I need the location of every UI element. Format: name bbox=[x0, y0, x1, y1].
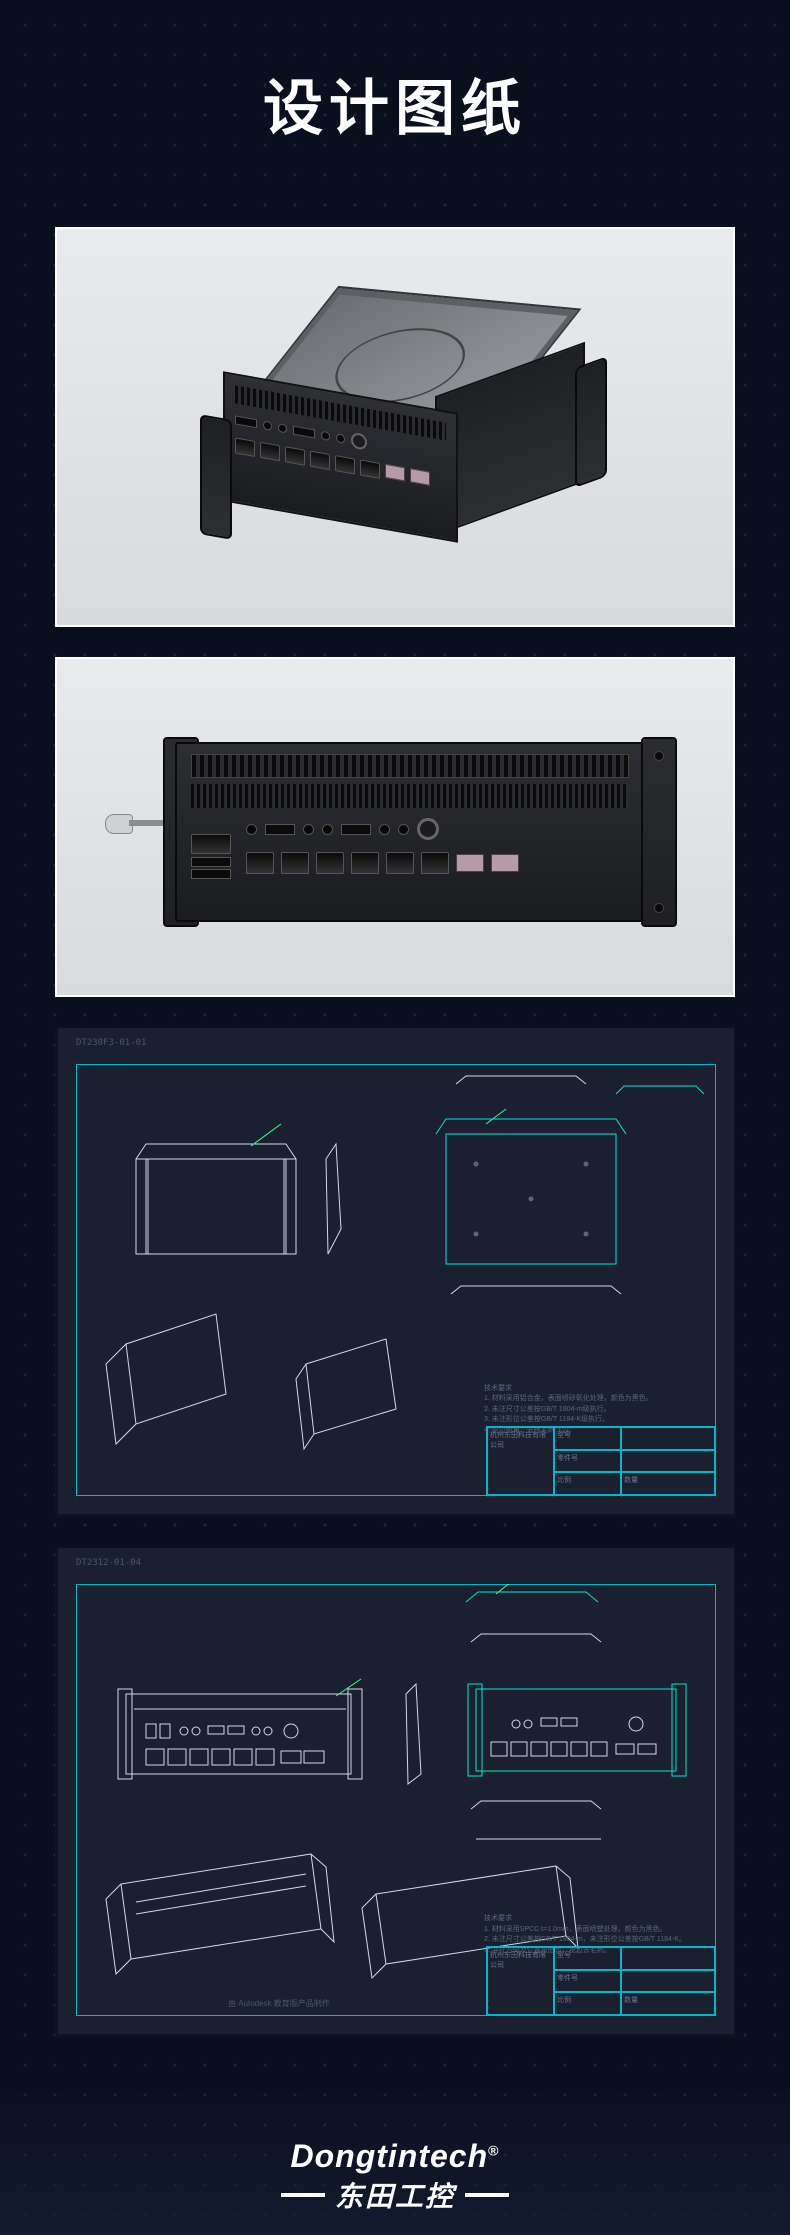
cad-notes-heading: 技术要求 bbox=[484, 1914, 704, 1925]
tb-company: 杭州东田科技有限公司 bbox=[487, 1947, 554, 2015]
cad-tab-label: DT230F3-01-01 bbox=[76, 1038, 146, 1048]
rj45-port bbox=[360, 459, 380, 479]
usb-port bbox=[265, 824, 295, 835]
usb-port bbox=[235, 415, 257, 428]
render-panel-isometric bbox=[55, 227, 735, 627]
rj45-port bbox=[235, 437, 255, 457]
top-rail bbox=[191, 754, 629, 778]
rj45-port bbox=[335, 455, 355, 475]
tb-cell: 型号 bbox=[554, 1947, 621, 1970]
device-front-view bbox=[105, 722, 685, 942]
device-front-body bbox=[175, 742, 645, 922]
cad-note-line: 1. 材料采用SPCC t=1.0mm，表面喷塑处理，颜色为黑色。 bbox=[484, 1925, 704, 1936]
usb-port bbox=[341, 824, 371, 835]
usb-port bbox=[191, 869, 231, 879]
usb-port bbox=[293, 425, 315, 438]
tb-cell: 数量 bbox=[621, 1992, 715, 2015]
rj45-port bbox=[260, 442, 280, 462]
mount-ear-right bbox=[575, 356, 607, 488]
audio-jack bbox=[263, 420, 272, 431]
render-panel-front bbox=[55, 657, 735, 997]
mount-ear-right bbox=[641, 737, 677, 927]
audio-jack bbox=[336, 433, 345, 444]
audio-jack bbox=[379, 824, 390, 835]
page-title: 设计图纸 bbox=[0, 0, 790, 197]
device-isometric bbox=[185, 287, 605, 547]
tb-cell: 型号 bbox=[554, 1427, 621, 1450]
tb-cell: 数量 bbox=[621, 1472, 715, 1495]
cad-title-block: 型号 杭州东田科技有限公司 零件号 比例 数量 bbox=[486, 1426, 716, 1496]
audio-jack bbox=[322, 824, 333, 835]
audio-jack bbox=[321, 430, 330, 441]
rj45-port bbox=[386, 852, 414, 874]
cad-note-line: 2. 未注尺寸公差按GB/T 1804-m，未注形位公差按GB/T 1184-K… bbox=[484, 1935, 704, 1946]
rj45-port bbox=[281, 852, 309, 874]
tb-cell: 零件号 bbox=[554, 1450, 621, 1473]
mount-ear-left bbox=[200, 414, 232, 540]
rj45-port bbox=[310, 451, 330, 471]
logo-main-text: Dongtintech® bbox=[291, 2138, 500, 2175]
usb-port bbox=[191, 857, 231, 867]
audio-jack bbox=[246, 824, 257, 835]
cad-tab-label: DT2312-01-04 bbox=[76, 1558, 141, 1568]
power-button-icon bbox=[351, 432, 367, 451]
cad-notes-heading: 技术要求 bbox=[484, 1384, 704, 1395]
tb-cell: 零件号 bbox=[554, 1970, 621, 1993]
rj45-port bbox=[246, 852, 274, 874]
logo-sub-text: 东田工控 bbox=[281, 2175, 509, 2215]
rj45-port bbox=[351, 852, 379, 874]
cad-watermark: 由 Autodesk 教育版产品制作 bbox=[228, 1998, 330, 2009]
rj45-port bbox=[316, 852, 344, 874]
sfp-port bbox=[385, 464, 405, 482]
audio-jack bbox=[278, 422, 287, 433]
tb-cell: 比例 bbox=[554, 1992, 621, 2015]
audio-jack bbox=[398, 824, 409, 835]
cad-note-line: 3. 未注形位公差按GB/T 1184-K级执行。 bbox=[484, 1415, 704, 1426]
tb-company: 杭州东田科技有限公司 bbox=[487, 1427, 554, 1495]
rj45-port bbox=[285, 446, 305, 466]
audio-jack bbox=[303, 824, 314, 835]
left-port-stack bbox=[191, 834, 235, 881]
tb-cell: 比例 bbox=[554, 1472, 621, 1495]
rj45-port bbox=[421, 852, 449, 874]
vent-strip bbox=[191, 784, 629, 808]
sfp-port bbox=[410, 468, 430, 486]
page-footer: Dongtintech® 东田工控 bbox=[0, 2105, 790, 2235]
power-button-icon bbox=[417, 818, 439, 840]
sfp-port bbox=[491, 854, 519, 872]
cad-title-block: 型号 杭州东田科技有限公司 零件号 比例 数量 bbox=[486, 1946, 716, 2016]
rj45-port bbox=[191, 834, 231, 854]
cad-sheet-1: DT230F3-01-01 bbox=[55, 1027, 735, 1517]
cad-note-line: 2. 未注尺寸公差按GB/T 1804-m级执行。 bbox=[484, 1405, 704, 1416]
sfp-port bbox=[456, 854, 484, 872]
cad-sheet-2: DT2312-01-04 bbox=[55, 1547, 735, 2037]
brand-logo: Dongtintech® 东田工控 bbox=[281, 2138, 509, 2215]
cad-note-line: 1. 材料采用铝合金，表面喷砂氧化处理，颜色为黑色。 bbox=[484, 1394, 704, 1405]
